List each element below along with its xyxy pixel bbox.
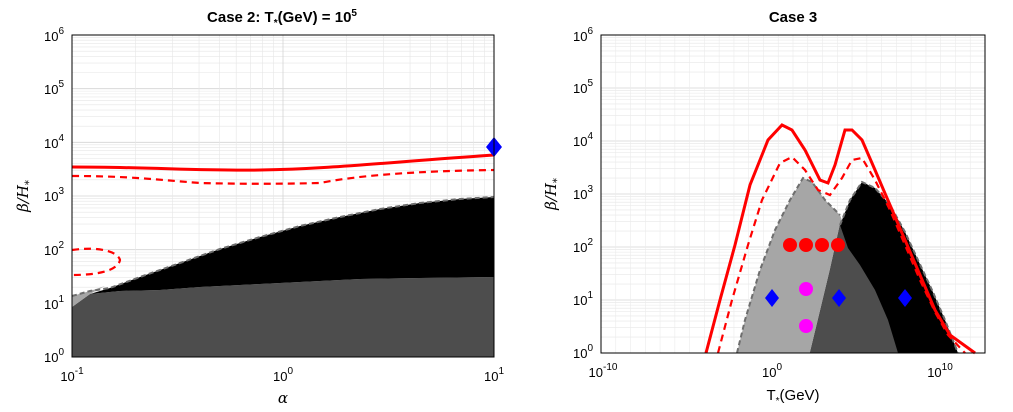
chart-right-xtick: 10-10	[589, 362, 618, 380]
chart-right-marker-diamond	[765, 289, 779, 307]
chart-left-xticks: 10-1 100 101	[60, 366, 504, 384]
chart-left-region-black	[90, 197, 494, 294]
chart-right-title: Case 3	[769, 9, 817, 26]
chart-right-boundary-dashed	[839, 180, 959, 354]
chart-right-region-darkgray	[810, 225, 898, 353]
chart-right-ytick: 100	[573, 343, 593, 361]
chart-left-region-darkgray	[72, 277, 494, 357]
chart-left-axes-box	[71, 34, 495, 358]
chart-left-xlabel: α	[278, 389, 288, 407]
chart-right-marker-red	[783, 238, 797, 252]
chart-left-red-solid	[71, 153, 495, 172]
chart-right-marker-diamond	[898, 289, 912, 307]
chart-right-red-solid	[704, 123, 976, 355]
chart-right-axes-box	[600, 34, 986, 354]
chart-right-marker-red	[815, 238, 829, 252]
chart-left-title: Case 2: T*(GeV) = 105	[207, 8, 357, 29]
chart-left-red-dashed	[71, 168, 495, 185]
chart-right-ytick: 104	[573, 131, 593, 149]
chart-right-ytick: 106	[573, 26, 593, 44]
chart-right-marker-red	[799, 238, 813, 252]
chart-left-ytick: 104	[44, 133, 64, 151]
chart-right-marker-magenta	[799, 319, 813, 333]
chart-left-ytick: 103	[44, 186, 64, 204]
chart-left-ytick: 106	[44, 26, 64, 44]
chart-left-ylabel: β/H*	[14, 180, 35, 213]
chart-left-red-dashed-loop	[71, 247, 122, 277]
chart-left-xtick: 100	[273, 366, 293, 384]
chart-right-ytick: 101	[573, 290, 593, 308]
chart-right-ytick: 105	[573, 78, 593, 96]
chart-right-marker-magenta	[799, 282, 813, 296]
chart-right-ytick: 103	[573, 184, 593, 202]
chart-right-marker-red	[831, 238, 845, 252]
chart-right-ylabel: β/H*	[542, 178, 563, 211]
chart-right-boundary-dashed	[736, 176, 841, 354]
chart-left-boundary-dashed	[71, 196, 495, 297]
chart-left-ytick: 105	[44, 79, 64, 97]
chart-left-xtick: 101	[484, 366, 504, 384]
chart-left-yticks: 100 101 102 103 104 105 106	[44, 26, 64, 365]
chart-right-red-dashed	[716, 155, 966, 354]
chart-left-region-lightgray	[72, 286, 105, 307]
chart-right-grid	[600, 35, 986, 354]
chart-right-ytick: 102	[573, 237, 593, 255]
chart-left: Case 2: T*(GeV) = 105 100 101 102 103 10…	[14, 8, 504, 407]
chart-right-xlabel: T*(GeV)	[766, 387, 819, 407]
chart-right-yticks: 100 101 102 103 104 105 106	[573, 26, 593, 361]
chart-left-ytick: 100	[44, 347, 64, 365]
chart-right-marker-diamond	[832, 289, 846, 307]
chart-right-xtick: 100	[762, 362, 782, 380]
chart-left-ytick: 101	[44, 294, 64, 312]
chart-right: Case 3 100 101 102	[542, 9, 986, 407]
chart-left-xtick: 10-1	[60, 366, 84, 384]
chart-left-ytick: 102	[44, 240, 64, 258]
chart-right-xtick: 1010	[927, 362, 953, 380]
chart-right-xticks: 10-10 100 1010	[589, 362, 954, 380]
